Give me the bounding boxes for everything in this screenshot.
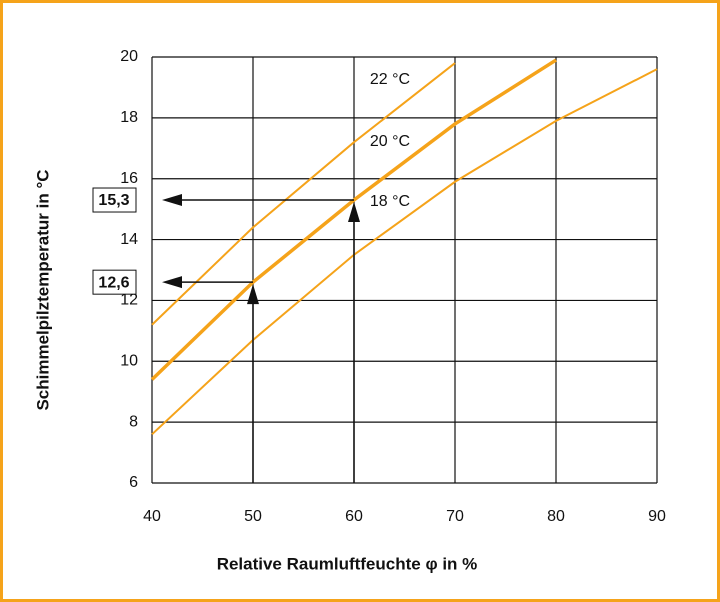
series-line <box>151 62 456 326</box>
x-tick-label: 80 <box>547 508 565 525</box>
y-tick-label: 14 <box>120 231 138 248</box>
x-tick-label: 60 <box>345 508 363 525</box>
arrow-head <box>162 276 182 289</box>
annotation-box <box>92 187 137 213</box>
y-tick-label: 20 <box>120 48 138 65</box>
arrow-head <box>247 284 259 305</box>
series-label: 18 °C <box>370 193 410 210</box>
y-tick-label: 18 <box>120 109 138 126</box>
x-tick-label: 40 <box>143 508 161 525</box>
series-label: 20 °C <box>370 133 410 150</box>
annotation-label: 12,6 <box>98 274 129 291</box>
y-tick-label: 6 <box>129 474 138 491</box>
y-axis-title: Schimmelpilztemperatur in °C <box>33 169 52 410</box>
x-tick-label: 50 <box>244 508 262 525</box>
annotation-box <box>92 269 137 295</box>
arrow-head <box>162 194 182 207</box>
y-tick-label: 8 <box>129 413 138 430</box>
series-line <box>151 68 658 436</box>
series-label: 22 °C <box>370 71 410 88</box>
arrow-head <box>348 202 360 223</box>
y-tick-label: 16 <box>120 170 138 187</box>
x-axis-title: Relative Raumluftfeuchte φ in % <box>217 554 478 573</box>
x-tick-label: 90 <box>648 508 666 525</box>
annotation-label: 15,3 <box>98 192 129 209</box>
y-tick-label: 12 <box>120 292 138 309</box>
y-tick-label: 10 <box>120 353 138 370</box>
x-tick-label: 70 <box>446 508 464 525</box>
